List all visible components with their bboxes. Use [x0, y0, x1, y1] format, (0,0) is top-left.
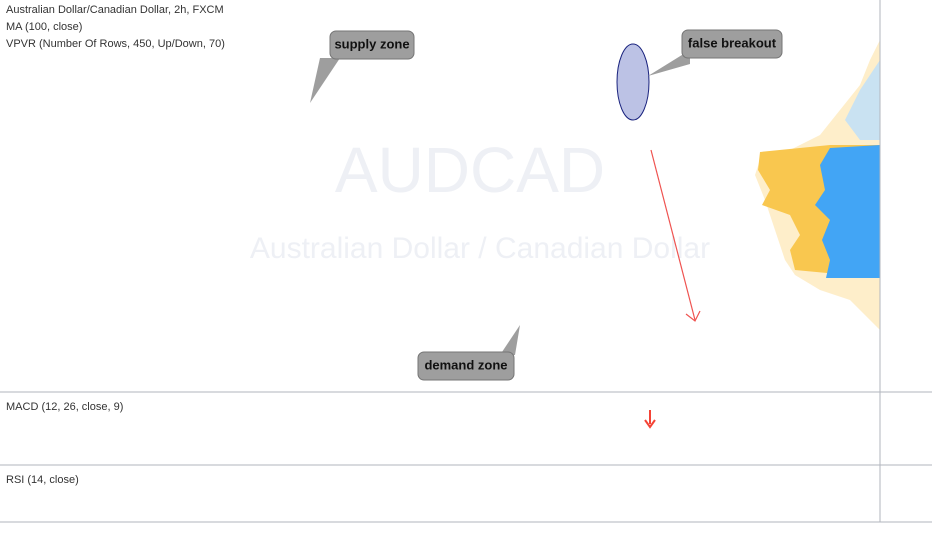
- watermark-sub: Australian Dollar / Canadian Dollar: [250, 232, 710, 265]
- volume-profile: [755, 40, 880, 330]
- projection-arrow: [650, 149, 696, 321]
- vpvr-light-blue: [845, 60, 880, 140]
- chart-title: Australian Dollar/Canadian Dollar, 2h, F…: [6, 4, 224, 16]
- callout-breakout: false breakout: [648, 29, 783, 76]
- callout-pointer: [310, 58, 340, 103]
- callout-pointer: [648, 50, 690, 76]
- watermark: AUDCAD: [335, 134, 605, 206]
- annotation: false breakout: [688, 35, 777, 50]
- macd-arrow-head: [644, 419, 656, 429]
- callout-box: [417, 351, 515, 381]
- callout-demand: demand zone: [417, 325, 520, 381]
- vpvr-down: [815, 145, 880, 278]
- indicator-label: VPVR (Number Of Rows, 450, Up/Down, 70): [6, 38, 225, 50]
- pane-title: RSI (14, close): [6, 474, 79, 486]
- frame: [0, 0, 932, 523]
- zone-label: demand zone: [424, 357, 507, 372]
- zone-label: supply zone: [334, 36, 409, 51]
- breakout-ellipse: [616, 43, 650, 121]
- arrow-head: [685, 310, 701, 322]
- callout-box: [329, 30, 415, 60]
- callout-pointer: [500, 325, 520, 355]
- indicator-label: MA (100, close): [6, 21, 82, 33]
- callout-box: [681, 29, 783, 59]
- callout-supply: supply zone: [310, 30, 415, 103]
- pane-title: MACD (12, 26, close, 9): [6, 401, 123, 413]
